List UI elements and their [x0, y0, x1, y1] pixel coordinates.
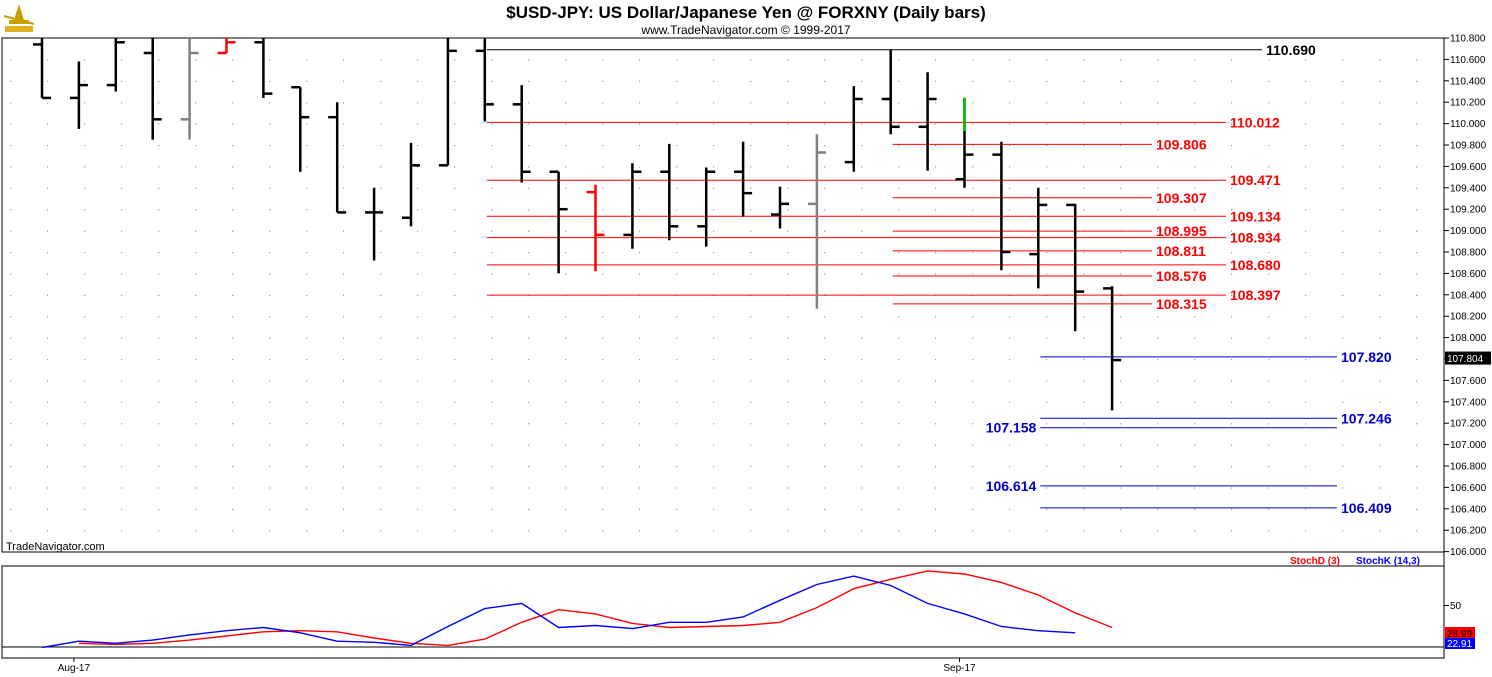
y-tick-label: 106.200: [1450, 526, 1487, 537]
level-label: 109.134: [1230, 208, 1281, 224]
level-label: 110.690: [1266, 42, 1316, 58]
y-tick-label: 110.600: [1450, 55, 1486, 66]
level-label: 108.934: [1230, 230, 1281, 246]
ohlc-bars: [33, 38, 1122, 411]
stochd-value-label: 28.99: [1447, 629, 1472, 640]
last-price-tag: [1445, 351, 1491, 365]
ohlc-bar: [291, 85, 310, 172]
ohlc-bar: [438, 38, 457, 167]
ohlc-bar: [1103, 286, 1122, 411]
y-tick-label: 108.600: [1450, 269, 1487, 280]
ohlc-bar: [402, 142, 420, 227]
last-price-label: 107.804: [1447, 354, 1484, 365]
y-tick-label: 106.000: [1450, 547, 1487, 558]
stoch-pane-frame: [1, 565, 1445, 659]
levels: 110.690 110.012 109.806 109.471 109.307 109.1…: [486, 42, 1392, 516]
level-label: 108.680: [1230, 257, 1281, 273]
ohlc-bar: [623, 163, 642, 249]
level-label: 108.315: [1156, 296, 1207, 312]
ohlc-bar: [254, 38, 273, 98]
watermark: TradeNavigator.com: [6, 541, 105, 553]
ohlc-bar: [807, 134, 826, 309]
stoch-series-line: [41, 575, 1076, 649]
level-label: 109.806: [1156, 136, 1207, 152]
chart-title: $USD-JPY: US Dollar/Japanese Yen @ FORXN…: [506, 3, 986, 22]
y-tick-label: 109.600: [1450, 162, 1487, 173]
y-tick-label: 108.400: [1450, 290, 1487, 301]
y-tick-label: 109.800: [1450, 141, 1487, 152]
copyright-text: www.TradeNavigator.com © 1999-2017: [640, 23, 850, 37]
ohlc-bar: [955, 97, 974, 188]
stochk-value-tag: [1445, 638, 1475, 649]
y-tick-label: 110.400: [1450, 76, 1486, 87]
ohlc-bar: [992, 141, 1011, 271]
ohlc-bar: [106, 38, 125, 92]
y-tick-label: 108.800: [1450, 248, 1487, 259]
y-tick-label: 110.000: [1450, 119, 1486, 130]
level-label: 108.397: [1230, 287, 1281, 303]
y-tick-label: 109.200: [1450, 205, 1487, 216]
ohlc-bar: [217, 38, 236, 55]
level-label: 109.471: [1230, 172, 1281, 188]
level-label: 107.158: [986, 420, 1037, 436]
y-tick-label: 110.800: [1450, 34, 1486, 45]
level-label: 110.012: [1230, 114, 1280, 130]
ohlc-bar: [844, 86, 863, 172]
y-tick-label: 107.400: [1450, 397, 1487, 408]
level-label: 106.409: [1341, 500, 1392, 516]
legend-item: StochK (14,3): [1356, 556, 1420, 567]
stochk-value-label: 22.91: [1447, 639, 1472, 650]
ohlc-bar: [328, 102, 347, 214]
ohlc-bar: [180, 38, 199, 140]
ohlc-bar: [660, 143, 679, 241]
level-label: 109.307: [1156, 190, 1207, 206]
y-tick-label: 106.800: [1450, 462, 1487, 473]
y-tick-label: 109.400: [1450, 183, 1487, 194]
ohlc-bar: [697, 167, 716, 247]
stochd-value-tag: [1445, 627, 1475, 639]
y-tick-label: 106.400: [1450, 504, 1487, 515]
y-tick-label: 106.600: [1450, 483, 1487, 494]
ohlc-bar: [475, 38, 494, 122]
stoch-series-line: [78, 570, 1113, 647]
ohlc-bar: [365, 187, 384, 261]
ohlc-bar: [771, 186, 789, 229]
y-tick-label: 107.600: [1450, 376, 1487, 387]
ohlc-bar: [1066, 203, 1085, 332]
stoch-y-tick-label: 50: [1450, 601, 1462, 612]
ohlc-bar: [33, 38, 51, 100]
y-tick-label: 108.200: [1450, 312, 1487, 323]
x-tick-label: Aug-17: [58, 663, 91, 674]
y-tick-label: 110.200: [1450, 98, 1486, 109]
ohlc-bar: [586, 184, 605, 272]
logo-icon: [3, 4, 35, 32]
level-label: 107.820: [1341, 349, 1392, 365]
ohlc-bar: [881, 49, 900, 135]
level-label: 108.576: [1156, 268, 1207, 284]
level-label: 107.246: [1341, 410, 1392, 426]
ohlc-bar: [512, 85, 531, 183]
ohlc-bar: [918, 72, 937, 171]
y-tick-label: 108.000: [1450, 333, 1487, 344]
y-tick-label: 109.000: [1450, 226, 1487, 237]
ohlc-bar: [69, 61, 88, 129]
ohlc-bar: [734, 141, 753, 217]
level-label: 108.811: [1156, 243, 1206, 259]
ohlc-bar: [1029, 187, 1048, 289]
y-tick-label: 107.000: [1450, 440, 1487, 451]
y-tick-label: 107.200: [1450, 419, 1487, 430]
level-label: 106.614: [986, 478, 1037, 494]
ohlc-bar: [143, 38, 162, 140]
legend-item: StochD (3): [1290, 556, 1340, 567]
x-tick-label: Sep-17: [943, 663, 976, 674]
ohlc-bar: [549, 170, 568, 274]
level-label: 108.995: [1156, 223, 1207, 239]
